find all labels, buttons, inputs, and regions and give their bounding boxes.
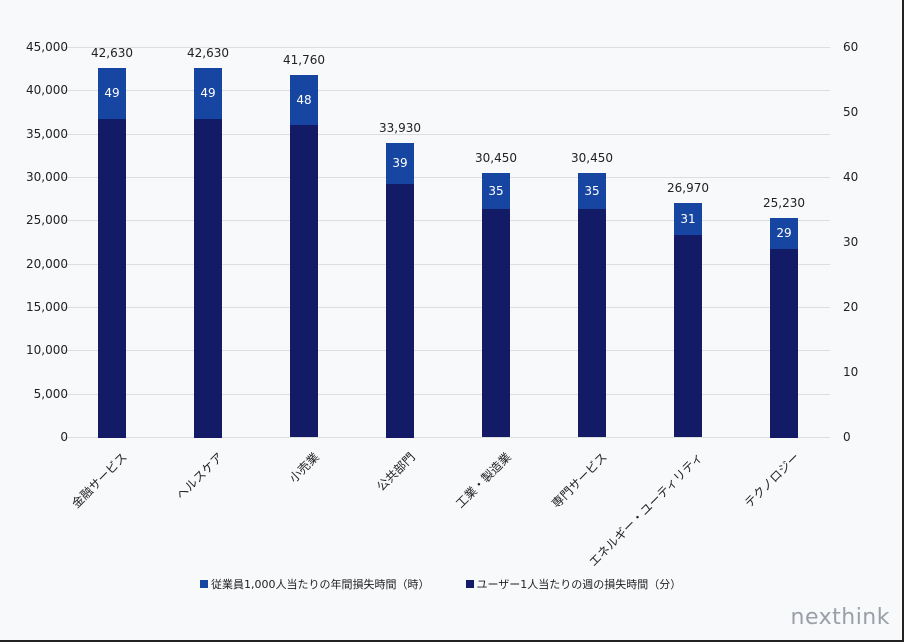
right-axis-tick: 40 <box>843 170 859 184</box>
gridline <box>62 177 830 178</box>
legend-swatch-icon <box>465 580 474 588</box>
left-axis-tick: 45,000 <box>26 40 68 54</box>
gridline <box>62 90 830 91</box>
bar-total-label: 41,760 <box>283 53 325 67</box>
legend-item-annual-hours: 従業員1,000人当たりの年間損失時間（時） <box>200 576 430 592</box>
left-axis-tick: 40,000 <box>26 83 68 97</box>
right-axis-tick: 30 <box>843 235 859 249</box>
bar-weekly-minutes[interactable] <box>386 184 414 438</box>
legend-swatch-icon <box>200 580 208 588</box>
bar-segment-label: 39 <box>392 156 408 170</box>
bar-total-label: 33,930 <box>379 121 421 135</box>
left-axis-tick: 25,000 <box>26 213 68 227</box>
bar-weekly-minutes[interactable] <box>674 235 702 437</box>
bar-total-label: 25,230 <box>763 196 805 210</box>
right-axis-tick: 50 <box>843 105 859 119</box>
left-axis-tick: 10,000 <box>26 343 68 357</box>
bar-segment-label: 35 <box>488 184 504 198</box>
gridline <box>62 47 830 48</box>
right-axis-tick: 10 <box>843 365 859 379</box>
right-axis-tick: 0 <box>843 430 851 444</box>
left-axis-tick: 20,000 <box>26 257 68 271</box>
bar-weekly-minutes[interactable] <box>482 209 510 437</box>
gridline <box>62 220 830 221</box>
gridline <box>62 394 830 395</box>
left-axis-tick: 5,000 <box>33 387 68 401</box>
bar-segment-label: 48 <box>296 93 312 107</box>
gridline <box>62 307 830 308</box>
bar-segment-label: 49 <box>104 86 120 100</box>
gridline <box>62 264 830 265</box>
bar-segment-label: 35 <box>584 184 600 198</box>
bar-total-label: 42,630 <box>91 46 133 60</box>
bar-segment-label: 49 <box>200 86 216 100</box>
right-axis-tick: 20 <box>843 300 859 314</box>
gridline <box>62 350 830 351</box>
bar-weekly-minutes[interactable] <box>578 209 606 437</box>
left-axis-tick: 30,000 <box>26 170 68 184</box>
bar-segment-label: 29 <box>776 226 792 240</box>
legend-label: 従業員1,000人当たりの年間損失時間（時） <box>211 578 430 591</box>
legend-label: ユーザー1人当たりの週の損失時間（分） <box>476 578 682 591</box>
legend: 従業員1,000人当たりの年間損失時間（時） ユーザー1人当たりの週の損失時間（… <box>200 576 681 592</box>
bar-total-label: 30,450 <box>475 151 517 165</box>
bar-total-label: 26,970 <box>667 181 709 195</box>
nexthink-logo: nexthink <box>790 605 890 630</box>
bar-weekly-minutes[interactable] <box>290 125 318 437</box>
legend-item-weekly-minutes: ユーザー1人当たりの週の損失時間（分） <box>465 576 682 592</box>
bar-weekly-minutes[interactable] <box>194 119 222 438</box>
gridline <box>62 437 830 438</box>
bar-segment-label: 31 <box>680 212 696 226</box>
bar-weekly-minutes[interactable] <box>98 119 126 438</box>
bar-total-label: 30,450 <box>571 151 613 165</box>
gridline <box>62 134 830 135</box>
bar-total-label: 42,630 <box>187 46 229 60</box>
left-axis-tick: 0 <box>60 430 68 444</box>
left-axis-tick: 15,000 <box>26 300 68 314</box>
left-axis-tick: 35,000 <box>26 127 68 141</box>
right-axis-tick: 60 <box>843 40 859 54</box>
bar-weekly-minutes[interactable] <box>770 249 798 438</box>
